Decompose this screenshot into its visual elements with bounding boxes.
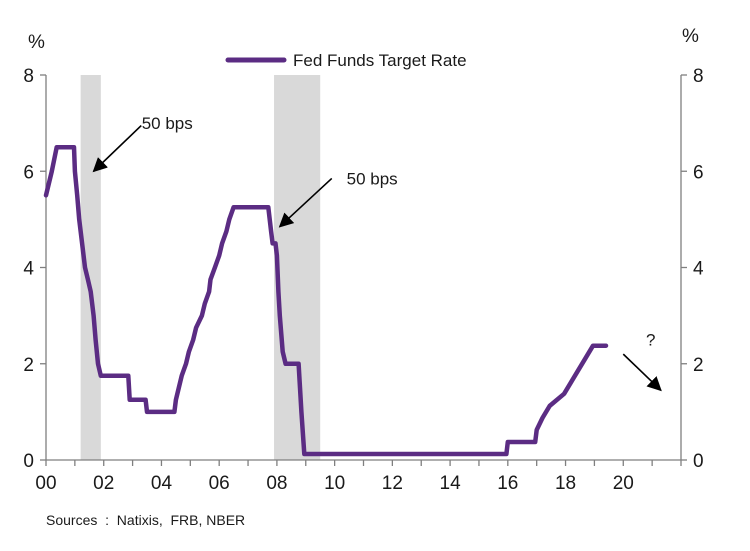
x-tick-label: 08	[266, 473, 287, 494]
left-y-tick-label: 8	[23, 66, 34, 87]
recession-bands	[80, 75, 321, 460]
left-y-tick-label: 0	[23, 451, 34, 472]
x-tick-label: 20	[613, 473, 634, 494]
series-line-1	[43, 144, 609, 457]
axes: 0 02 24 46 68 800 02 04 06 08 10 12 14 16 18 20%%	[23, 26, 704, 494]
annotation-arrow-1	[92, 124, 142, 173]
annotations: 50 bps 50 bps?	[92, 114, 662, 392]
right-y-tick-label: 6	[693, 162, 704, 183]
sources-note: Sources : Natixis, FRB, NBER	[46, 512, 246, 528]
right-y-tick-label: 4	[693, 259, 704, 280]
x-tick-label: 02	[93, 473, 114, 494]
annotation-label-3: ?	[646, 331, 655, 350]
left-y-tick-label: 4	[23, 259, 34, 280]
left-y-tick-label: 2	[23, 355, 34, 376]
x-tick-label: 06	[209, 473, 230, 494]
right-unit-label: %	[682, 26, 699, 47]
series-group	[43, 144, 609, 457]
left-y-tick-label: 6	[23, 162, 34, 183]
x-tick-label: 16	[497, 473, 518, 494]
right-y-tick-label: 0	[693, 451, 704, 472]
x-tick-label: 00	[35, 473, 56, 494]
x-tick-label: 04	[151, 473, 173, 494]
x-tick-label: 10	[324, 473, 345, 494]
annotation-label-2: 50 bps	[347, 169, 398, 188]
x-tick-label: 18	[555, 473, 576, 494]
recession-band-2	[274, 75, 321, 460]
right-y-tick-label: 2	[693, 355, 704, 376]
annotation-arrow-2	[278, 177, 333, 228]
left-unit-label: %	[28, 32, 45, 53]
annotation-arrow-3	[622, 353, 662, 392]
right-y-tick-label: 8	[693, 66, 704, 87]
legend: Fed Funds Target Rate	[225, 51, 467, 70]
legend-label: Fed Funds Target Rate	[293, 51, 467, 70]
x-tick-label: 14	[440, 473, 462, 494]
annotation-label-1: 50 bps	[142, 114, 193, 133]
x-tick-label: 12	[382, 473, 403, 494]
